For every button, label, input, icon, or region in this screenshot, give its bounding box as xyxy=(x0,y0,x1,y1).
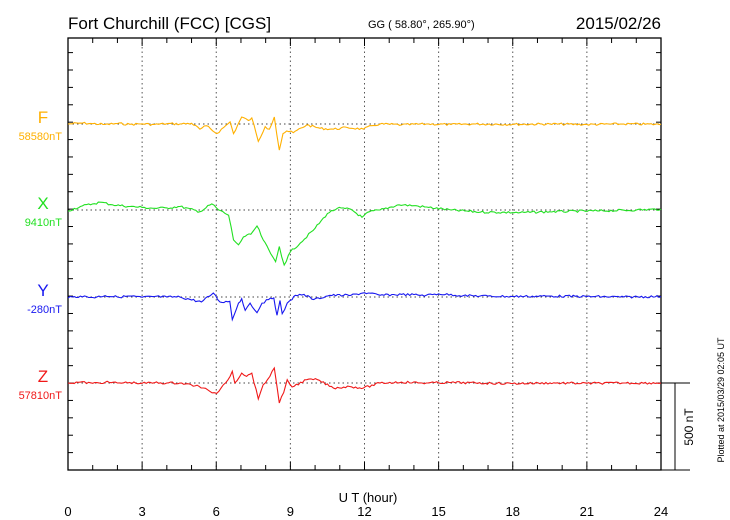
x-tick-label: 6 xyxy=(213,504,220,519)
scale-bar-label: 500 nT xyxy=(682,408,696,446)
x-tick-label: 21 xyxy=(580,504,594,519)
component-name-z: Z xyxy=(38,367,48,386)
traces xyxy=(67,116,662,404)
baseline-value-x: 9410nT xyxy=(25,217,63,229)
x-axis-label: U T (hour) xyxy=(339,490,398,505)
plot-date: 2015/02/26 xyxy=(576,14,661,33)
baseline-value-f: 58580nT xyxy=(19,131,63,143)
x-tick-label: 0 xyxy=(64,504,71,519)
trace-f xyxy=(67,116,662,151)
trace-x xyxy=(67,201,662,267)
axes xyxy=(67,37,690,471)
component-name-y: Y xyxy=(37,281,48,300)
component-name-x: X xyxy=(37,194,48,213)
station-title: Fort Churchill (FCC) [CGS] xyxy=(68,14,271,33)
x-tick-label: 15 xyxy=(431,504,445,519)
baseline-value-z: 57810nT xyxy=(19,390,63,402)
grid-lines xyxy=(68,38,661,470)
station-coordinates: GG ( 58.80°, 265.90°) xyxy=(368,19,475,31)
plotted-timestamp: Plotted at 2015/03/29 02:05 UT xyxy=(716,337,726,463)
baseline-value-y: -280nT xyxy=(27,304,62,316)
trace-z xyxy=(67,366,662,404)
component-name-f: F xyxy=(38,108,48,127)
x-tick-label: 3 xyxy=(139,504,146,519)
x-tick-label: 18 xyxy=(506,504,520,519)
component-labels: 0 3 6 9 12 15 18 21 24 F 58580nT X 9410nT Y -280nT Z 578… xyxy=(19,108,669,519)
x-tick-label: 24 xyxy=(654,504,668,519)
x-tick-label: 9 xyxy=(287,504,294,519)
trace-y xyxy=(67,292,662,322)
x-tick-label: 12 xyxy=(357,504,371,519)
